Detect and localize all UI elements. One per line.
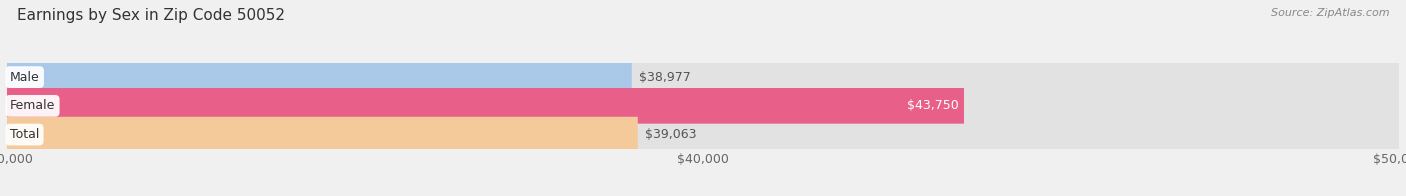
Text: Total: Total	[10, 128, 39, 141]
Text: Source: ZipAtlas.com: Source: ZipAtlas.com	[1271, 8, 1389, 18]
FancyBboxPatch shape	[7, 88, 1399, 124]
Text: $43,750: $43,750	[907, 99, 959, 112]
FancyBboxPatch shape	[7, 117, 638, 152]
Text: $38,977: $38,977	[638, 71, 690, 83]
Text: Earnings by Sex in Zip Code 50052: Earnings by Sex in Zip Code 50052	[17, 8, 285, 23]
Text: Male: Male	[10, 71, 39, 83]
Text: $39,063: $39,063	[645, 128, 696, 141]
FancyBboxPatch shape	[7, 117, 1399, 152]
FancyBboxPatch shape	[7, 59, 631, 95]
FancyBboxPatch shape	[7, 88, 965, 124]
FancyBboxPatch shape	[7, 59, 1399, 95]
Text: Female: Female	[10, 99, 55, 112]
